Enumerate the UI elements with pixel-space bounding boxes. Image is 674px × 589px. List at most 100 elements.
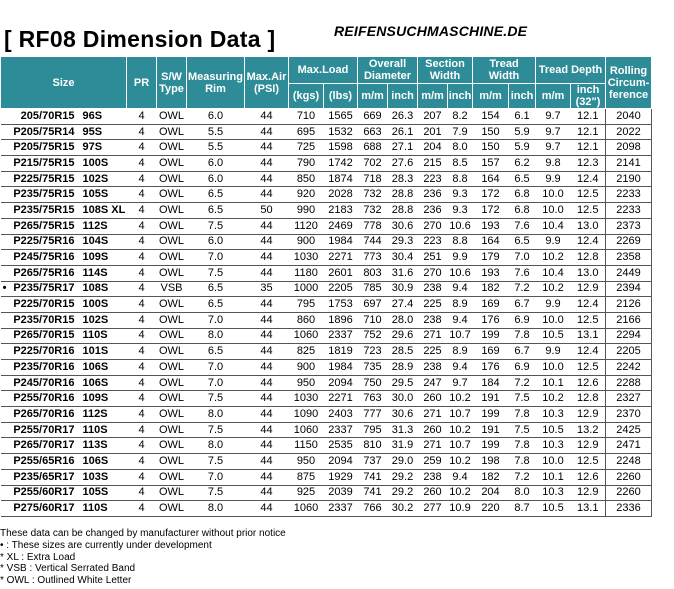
- tire-size: P235/75R15: [13, 203, 75, 216]
- cell-rim: 8.0: [186, 437, 245, 455]
- cell-rim: 7.5: [186, 422, 245, 439]
- cell-sw-mm: 223: [417, 171, 448, 188]
- cell-pr: 4: [126, 108, 157, 125]
- cell-tw-in: 7.6: [508, 265, 536, 282]
- cell-pr: 4: [126, 186, 157, 204]
- cell-td-mm: 10.2: [535, 390, 571, 408]
- cell-od-in: 27.1: [387, 139, 418, 157]
- cell-od-in: 28.9: [387, 359, 418, 376]
- cell-od-mm: 737: [357, 453, 388, 470]
- cell-od-in: 30.6: [387, 406, 418, 423]
- cell-tw-in: 6.7: [508, 343, 536, 360]
- cell-air: 50: [244, 202, 289, 219]
- cell-kgs: 790: [288, 155, 324, 172]
- cell-rolling-circumference: 2370: [605, 406, 652, 423]
- cell-pr: 4: [126, 312, 157, 329]
- table-row: P235/65R17 103S 4 OWL 7.0 44 875 1929 741 29.2 238…: [0, 469, 652, 486]
- cell-rolling-circumference: 2242: [605, 359, 652, 376]
- cell-td-in: 13.1: [570, 328, 606, 345]
- cell-air: 44: [244, 124, 289, 141]
- cell-pr: 4: [126, 406, 157, 423]
- load-index: 96S: [82, 109, 103, 122]
- cell-td-in: 13.0: [570, 218, 606, 235]
- cell-kgs: 1060: [288, 500, 324, 517]
- cell-sw: OWL: [156, 390, 187, 408]
- tire-size: P255/70R16: [13, 392, 75, 405]
- cell-sw-mm: 238: [417, 281, 448, 298]
- cell-td-in: 12.1: [570, 124, 606, 141]
- cell-tw-mm: 179: [472, 249, 509, 266]
- cell-rim: 6.0: [186, 155, 245, 172]
- cell-pr: 4: [126, 124, 157, 141]
- cell-lbs: 2205: [323, 281, 358, 298]
- cell-rim: 7.0: [186, 359, 245, 376]
- cell-sw-mm: 271: [417, 328, 448, 345]
- cell-sw: OWL: [156, 437, 187, 455]
- cell-size: P225/75R16 104S: [0, 234, 127, 251]
- cell-kgs: 695: [288, 124, 324, 141]
- cell-lbs: 2094: [323, 375, 358, 392]
- table-row: P265/70R15 110S 4 OWL 8.0 44 1060 2337 752 29.6 27…: [0, 328, 652, 345]
- cell-tw-mm: 169: [472, 296, 509, 313]
- cell-od-mm: 777: [357, 406, 388, 423]
- cell-od-in: 29.2: [387, 485, 418, 502]
- cell-sw-mm: 215: [417, 155, 448, 172]
- cell-air: 44: [244, 312, 289, 329]
- cell-sw: OWL: [156, 202, 187, 219]
- cell-sw: OWL: [156, 422, 187, 439]
- tire-size: P245/75R16: [13, 251, 75, 264]
- cell-sw: OWL: [156, 359, 187, 376]
- cell-rim: 6.5: [186, 343, 245, 360]
- table-row: P245/70R16 106S 4 OWL 7.0 44 950 2094 750 29.5 247…: [0, 375, 652, 392]
- cell-td-in: 12.8: [570, 249, 606, 266]
- cell-air: 44: [244, 422, 289, 439]
- cell-rolling-circumference: 2336: [605, 500, 652, 517]
- cell-air: 44: [244, 171, 289, 188]
- cell-sw-in: 9.7: [447, 375, 473, 392]
- cell-kgs: 875: [288, 469, 324, 486]
- load-index: 112S: [82, 219, 108, 232]
- cell-size: P225/70R15 100S: [0, 296, 127, 313]
- table-row: P205/75R15 97S 4 OWL 5.5 44 725 1598 688 27.1 204 8…: [0, 139, 652, 157]
- col-max-load: Max.Load: [288, 56, 358, 84]
- cell-od-in: 28.5: [387, 343, 418, 360]
- cell-kgs: 1150: [288, 437, 324, 455]
- cell-lbs: 2601: [323, 265, 358, 282]
- cell-sw-mm: 223: [417, 234, 448, 251]
- cell-kgs: 1000: [288, 281, 324, 298]
- cell-rolling-circumference: 2190: [605, 171, 652, 188]
- cell-sw-in: 10.7: [447, 328, 473, 345]
- cell-lbs: 2535: [323, 437, 358, 455]
- cell-sw: OWL: [156, 108, 187, 125]
- cell-td-mm: 10.0: [535, 312, 571, 329]
- cell-tw-in: 7.8: [508, 453, 536, 470]
- cell-rim: 8.0: [186, 406, 245, 423]
- cell-lbs: 2271: [323, 249, 358, 266]
- cell-td-in: 12.4: [570, 343, 606, 360]
- cell-sw-in: 9.4: [447, 469, 473, 486]
- cell-od-in: 28.3: [387, 171, 418, 188]
- cell-rolling-circumference: 2040: [605, 108, 652, 125]
- cell-td-in: 12.6: [570, 469, 606, 486]
- cell-tw-mm: 176: [472, 312, 509, 329]
- cell-air: 44: [244, 485, 289, 502]
- table-row: P255/70R17 110S 4 OWL 7.5 44 1060 2337 795 31.3 26…: [0, 422, 652, 439]
- cell-tw-mm: 154: [472, 108, 509, 125]
- cell-size: P255/70R17 110S: [0, 422, 127, 439]
- cell-tw-mm: 182: [472, 281, 509, 298]
- cell-size: P275/60R17 110S: [0, 500, 127, 517]
- cell-air: 44: [244, 155, 289, 172]
- cell-pr: 4: [126, 265, 157, 282]
- cell-lbs: 1598: [323, 139, 358, 157]
- cell-rolling-circumference: 2166: [605, 312, 652, 329]
- cell-lbs: 1874: [323, 171, 358, 188]
- cell-tw-mm: 176: [472, 359, 509, 376]
- cell-tw-in: 6.2: [508, 155, 536, 172]
- load-index: 110S: [82, 502, 108, 515]
- cell-sw-in: 10.2: [447, 485, 473, 502]
- table-row: P265/70R16 112S 4 OWL 8.0 44 1090 2403 777 30.6 27…: [0, 406, 652, 423]
- tire-size: P265/70R15: [13, 329, 75, 342]
- col-od-mm: m/m: [357, 83, 388, 109]
- tire-size: P255/70R17: [13, 423, 75, 436]
- cell-od-in: 31.6: [387, 265, 418, 282]
